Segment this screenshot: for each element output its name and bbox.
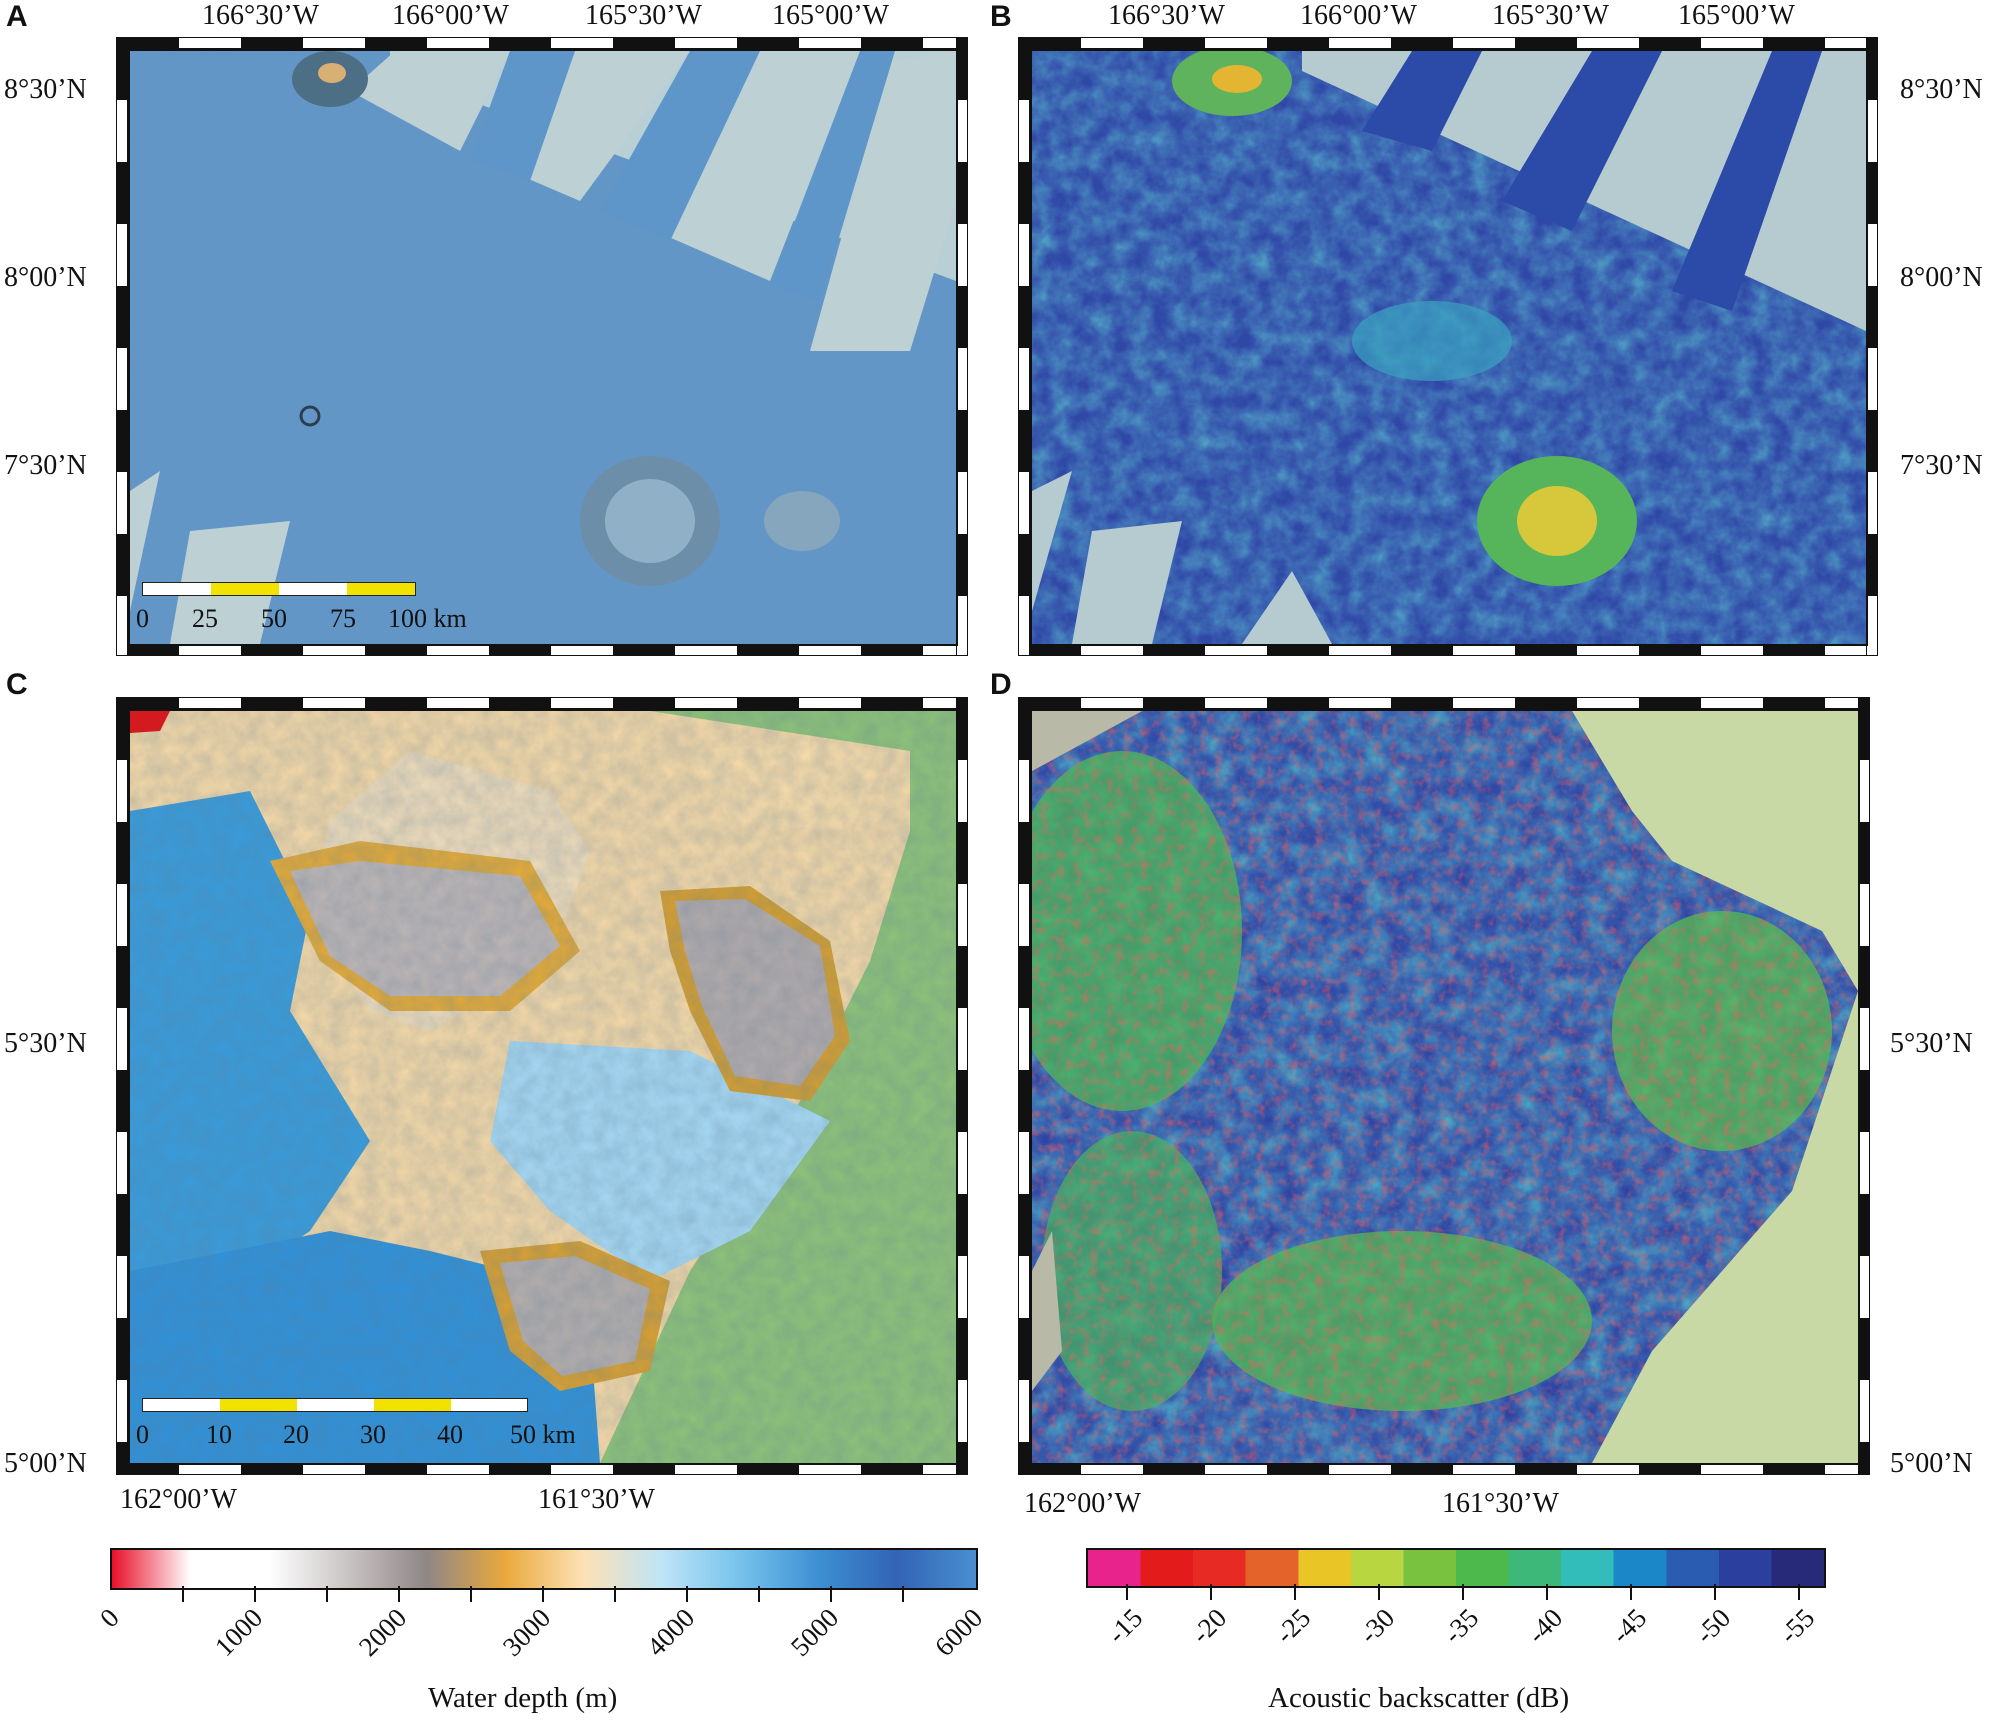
panel-d-lon-label: 161°30’W bbox=[1442, 1488, 1559, 1519]
panel-a-scale-label: 75 bbox=[330, 604, 356, 633]
backscatter-tick-mark bbox=[1126, 1584, 1128, 1600]
panel-d-frame-top bbox=[1018, 697, 1870, 709]
water-depth-tick-mark bbox=[686, 1586, 688, 1602]
panel-d-lat-label: 5°00’N bbox=[1890, 1448, 1973, 1479]
panel-a-lon-label: 165°30’W bbox=[585, 0, 702, 31]
panel-c-scale-label: 0 bbox=[136, 1420, 149, 1449]
panel-a-lon-label: 166°00’W bbox=[392, 0, 509, 31]
water-depth-tick-label: 0 bbox=[93, 1602, 125, 1634]
panel-b-lon-label: 166°30’W bbox=[1108, 0, 1225, 31]
panel-b-lat-label: 8°30’N bbox=[1900, 74, 1983, 105]
water-depth-tick-mark bbox=[470, 1586, 472, 1602]
panel-b-frame-left bbox=[1018, 37, 1030, 656]
panel-c-scale-label: 40 bbox=[437, 1420, 463, 1449]
backscatter-tick-mark bbox=[1630, 1584, 1632, 1600]
panel-c-frame-left bbox=[116, 697, 128, 1475]
panel-c-scale-label: 30 bbox=[360, 1420, 386, 1449]
panel-a-lat-label: 8°00’N bbox=[4, 262, 87, 293]
water-depth-colorbar-title: Water depth (m) bbox=[428, 1682, 618, 1714]
backscatter-tick-mark bbox=[1462, 1584, 1464, 1600]
backscatter-colorbar bbox=[1086, 1548, 1826, 1588]
panel-d-lon-label: 162°00’W bbox=[1024, 1488, 1141, 1519]
backscatter-tick-mark bbox=[1378, 1584, 1380, 1600]
water-depth-tick-label: 4000 bbox=[640, 1602, 701, 1662]
panel-b-lon-label: 165°00’W bbox=[1678, 0, 1795, 31]
water-depth-tick-label: 1000 bbox=[208, 1602, 269, 1662]
panel-d-frame-left bbox=[1018, 697, 1030, 1475]
panel-b-lat-label: 7°30’N bbox=[1900, 450, 1983, 481]
backscatter-colorbar-title: Acoustic backscatter (dB) bbox=[1268, 1682, 1570, 1714]
panel-b-backscatter-map bbox=[1030, 49, 1868, 646]
backscatter-tick-label: -35 bbox=[1437, 1602, 1485, 1650]
panel-b-lon-label: 166°00’W bbox=[1300, 0, 1417, 31]
backscatter-tick-label: -40 bbox=[1521, 1602, 1569, 1650]
panel-a-scale-bar bbox=[142, 582, 416, 596]
water-depth-tick-label: 6000 bbox=[928, 1602, 989, 1662]
water-depth-tick-mark bbox=[326, 1586, 328, 1602]
panel-c-bathymetry-map bbox=[128, 709, 958, 1465]
panel-a-scale-label: 50 bbox=[261, 604, 287, 633]
backscatter-tick-mark bbox=[1546, 1584, 1548, 1600]
backscatter-tick-label: -45 bbox=[1605, 1602, 1653, 1650]
backscatter-tick-label: -50 bbox=[1689, 1602, 1737, 1650]
panel-b-letter: B bbox=[990, 0, 1012, 33]
panel-b-frame-top bbox=[1018, 37, 1878, 49]
panel-c-scale-label: 20 bbox=[283, 1420, 309, 1449]
water-depth-tick-mark bbox=[182, 1586, 184, 1602]
panel-a-lat-label: 7°30’N bbox=[4, 450, 87, 481]
backscatter-tick-mark bbox=[1294, 1584, 1296, 1600]
panel-a-lon-label: 166°30’W bbox=[202, 0, 319, 31]
panel-c-lat-label: 5°30’N bbox=[4, 1028, 87, 1059]
panel-a-frame-top bbox=[116, 37, 968, 49]
panel-d-backscatter-map bbox=[1030, 709, 1860, 1465]
panel-c-lon-label: 161°30’W bbox=[538, 1484, 655, 1515]
panel-d-lat-label: 5°30’N bbox=[1890, 1028, 1973, 1059]
panel-b-lat-label: 8°00’N bbox=[1900, 262, 1983, 293]
panel-a-lon-label: 165°00’W bbox=[772, 0, 889, 31]
panel-c-lat-label: 5°00’N bbox=[4, 1448, 87, 1479]
panel-a-lat-label: 8°30’N bbox=[4, 74, 87, 105]
panel-a-frame-left bbox=[116, 37, 128, 656]
panel-b-lon-label: 165°30’W bbox=[1492, 0, 1609, 31]
water-depth-tick-mark bbox=[542, 1586, 544, 1602]
panel-a-bathymetry-map bbox=[128, 49, 958, 646]
panel-c-map-svg bbox=[130, 711, 956, 1463]
panel-a-scale-label: 25 bbox=[192, 604, 218, 633]
panel-c-scale-label: 10 bbox=[206, 1420, 232, 1449]
panel-c-scale-bar bbox=[142, 1398, 528, 1412]
panel-b-map-svg bbox=[1032, 51, 1866, 644]
backscatter-tick-label: -25 bbox=[1269, 1602, 1317, 1650]
panel-a-scale-label: 100 km bbox=[388, 604, 467, 633]
water-depth-tick-label: 3000 bbox=[496, 1602, 557, 1662]
water-depth-tick-mark bbox=[254, 1586, 256, 1602]
panel-a-scale-label: 0 bbox=[136, 604, 149, 633]
panel-c-scale-label: 50 km bbox=[510, 1420, 576, 1449]
water-depth-tick-label: 5000 bbox=[784, 1602, 845, 1662]
water-depth-tick-mark bbox=[902, 1586, 904, 1602]
panel-c-frame-top bbox=[116, 697, 968, 709]
backscatter-tick-label: -55 bbox=[1773, 1602, 1821, 1650]
panel-c-letter: C bbox=[6, 668, 28, 701]
water-depth-tick-mark bbox=[614, 1586, 616, 1602]
panel-a-letter: A bbox=[6, 0, 28, 33]
backscatter-tick-mark bbox=[1798, 1584, 1800, 1600]
panel-d-map-svg bbox=[1032, 711, 1858, 1463]
panel-a-map-svg bbox=[130, 51, 956, 644]
panel-d-letter: D bbox=[990, 668, 1012, 701]
backscatter-tick-label: -30 bbox=[1353, 1602, 1401, 1650]
backscatter-tick-mark bbox=[1714, 1584, 1716, 1600]
water-depth-colorbar bbox=[110, 1548, 978, 1590]
water-depth-tick-mark bbox=[758, 1586, 760, 1602]
panel-c-lon-label: 162°00’W bbox=[120, 1484, 237, 1515]
backscatter-tick-mark bbox=[1210, 1584, 1212, 1600]
water-depth-tick-mark bbox=[830, 1586, 832, 1602]
water-depth-tick-label: 2000 bbox=[352, 1602, 413, 1662]
backscatter-tick-label: -20 bbox=[1185, 1602, 1233, 1650]
backscatter-tick-label: -15 bbox=[1101, 1602, 1149, 1650]
water-depth-tick-mark bbox=[398, 1586, 400, 1602]
